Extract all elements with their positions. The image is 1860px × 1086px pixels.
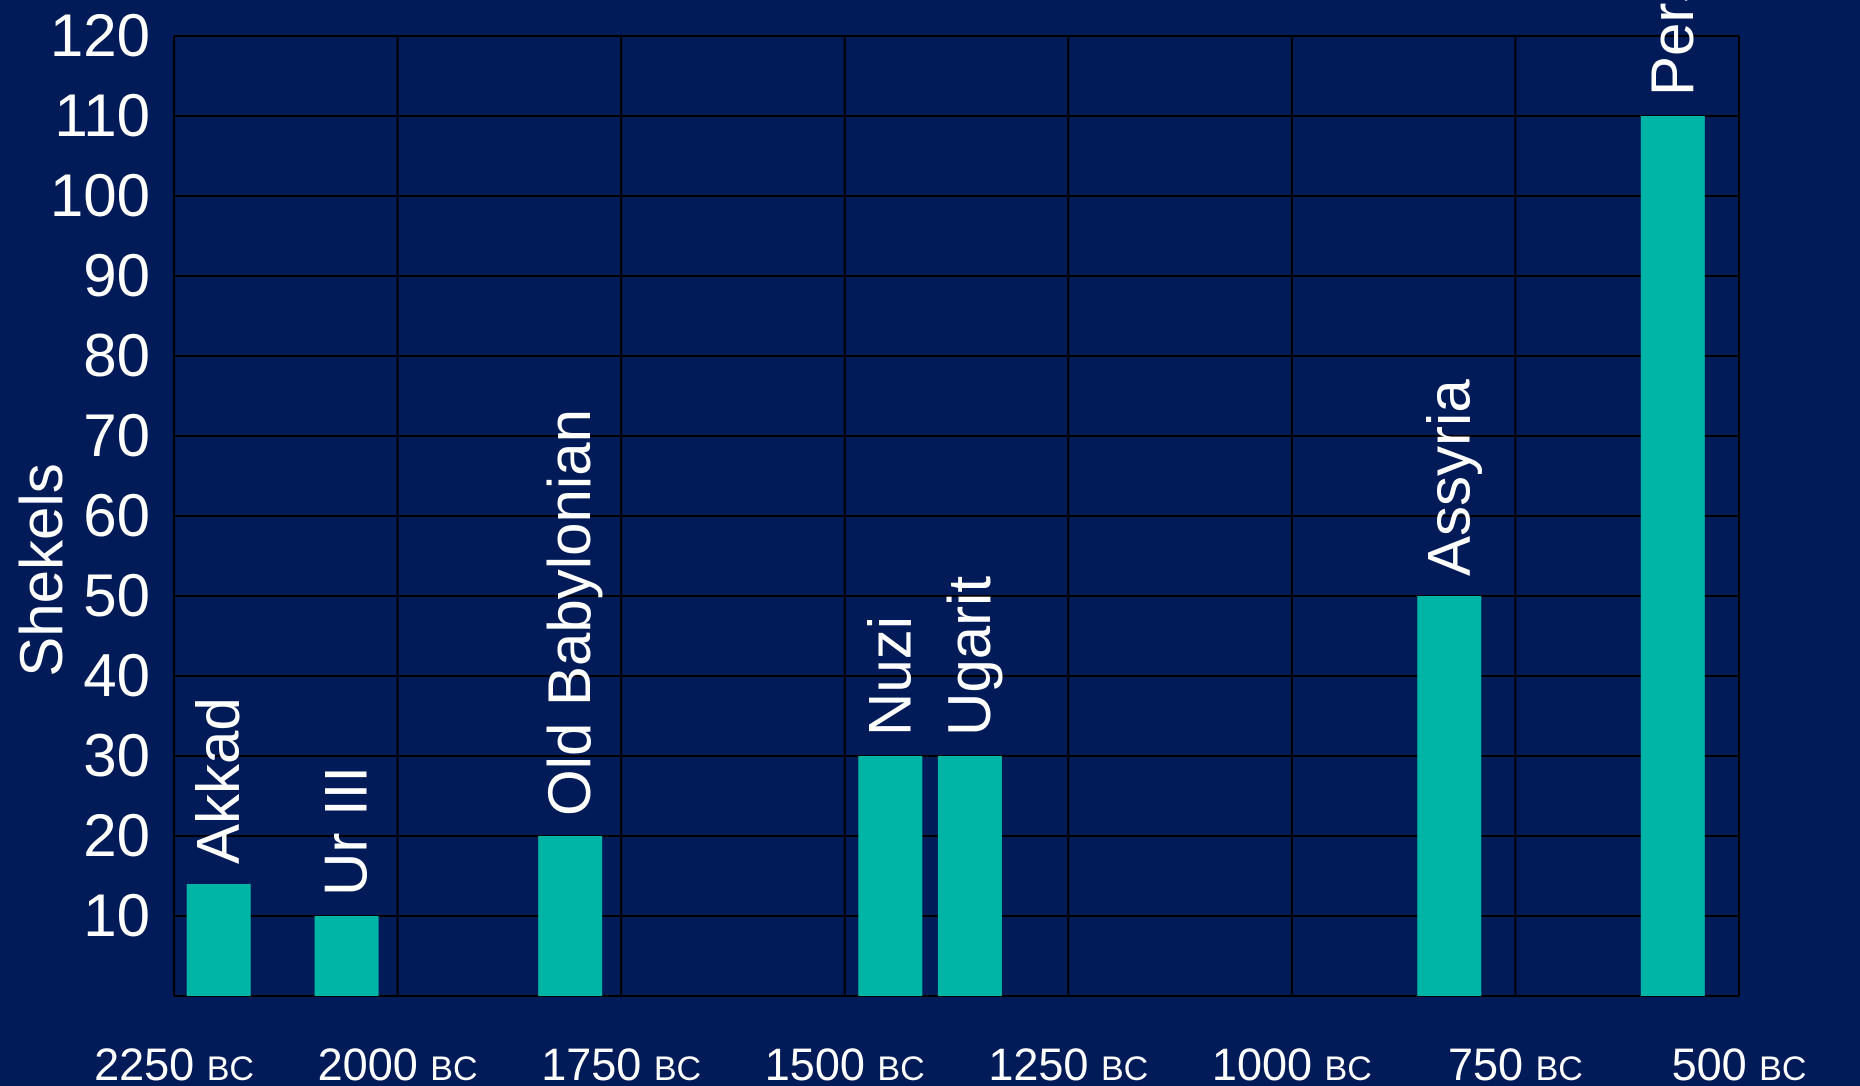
bar-label: Akkad — [185, 697, 252, 864]
bar-label: Old Babylonian — [536, 409, 603, 816]
x-tick-label: 2000 BC — [318, 1039, 478, 1086]
y-tick-label: 80 — [83, 322, 150, 389]
x-tick-label: 2250 BC — [94, 1039, 254, 1086]
x-tick-label: 500 BC — [1672, 1039, 1807, 1086]
y-tick-label: 30 — [83, 722, 150, 789]
y-tick-labels: 10 20 30 40 50 60 70 80 90 100 110 120 — [50, 2, 150, 949]
bar-label: Ur III — [313, 766, 380, 896]
y-tick-label: 20 — [83, 802, 150, 869]
bar — [538, 836, 603, 996]
bar — [858, 756, 923, 996]
y-tick-label: 50 — [83, 562, 150, 629]
y-axis-title: Shekels — [8, 463, 75, 676]
bar — [1417, 596, 1482, 996]
y-tick-label: 70 — [83, 402, 150, 469]
x-tick-label: 1750 BC — [541, 1039, 701, 1086]
bar-label: Ugarit — [936, 576, 1003, 736]
bar-labels: Akkad Ur III Old Babylonian Nuzi Ugarit Assyr… — [185, 0, 1706, 896]
x-tick-labels: 2250 BC 2000 BC 1750 BC 1500 BC 1250 BC 1000 … — [94, 1039, 1806, 1086]
x-tick-label: 1000 BC — [1212, 1039, 1372, 1086]
y-tick-label: 90 — [83, 242, 150, 309]
y-tick-label: 60 — [83, 482, 150, 549]
x-tick-label: 1250 BC — [988, 1039, 1148, 1086]
bar-label: Nuzi — [856, 616, 923, 736]
y-tick-label: 10 — [83, 882, 150, 949]
bar — [1640, 116, 1705, 996]
bar — [186, 884, 251, 996]
y-tick-label: 120 — [50, 2, 150, 69]
bar — [314, 916, 379, 996]
y-tick-label: 100 — [50, 162, 150, 229]
x-tick-label: 1500 BC — [765, 1039, 925, 1086]
bars — [186, 116, 1705, 996]
y-tick-label: 110 — [54, 82, 150, 149]
y-tick-label: 40 — [83, 642, 150, 709]
bar-label: Assyria — [1415, 379, 1482, 576]
x-tick-label: 750 BC — [1448, 1039, 1583, 1086]
bar-label: Persia — [1639, 0, 1706, 96]
bar — [937, 756, 1002, 996]
